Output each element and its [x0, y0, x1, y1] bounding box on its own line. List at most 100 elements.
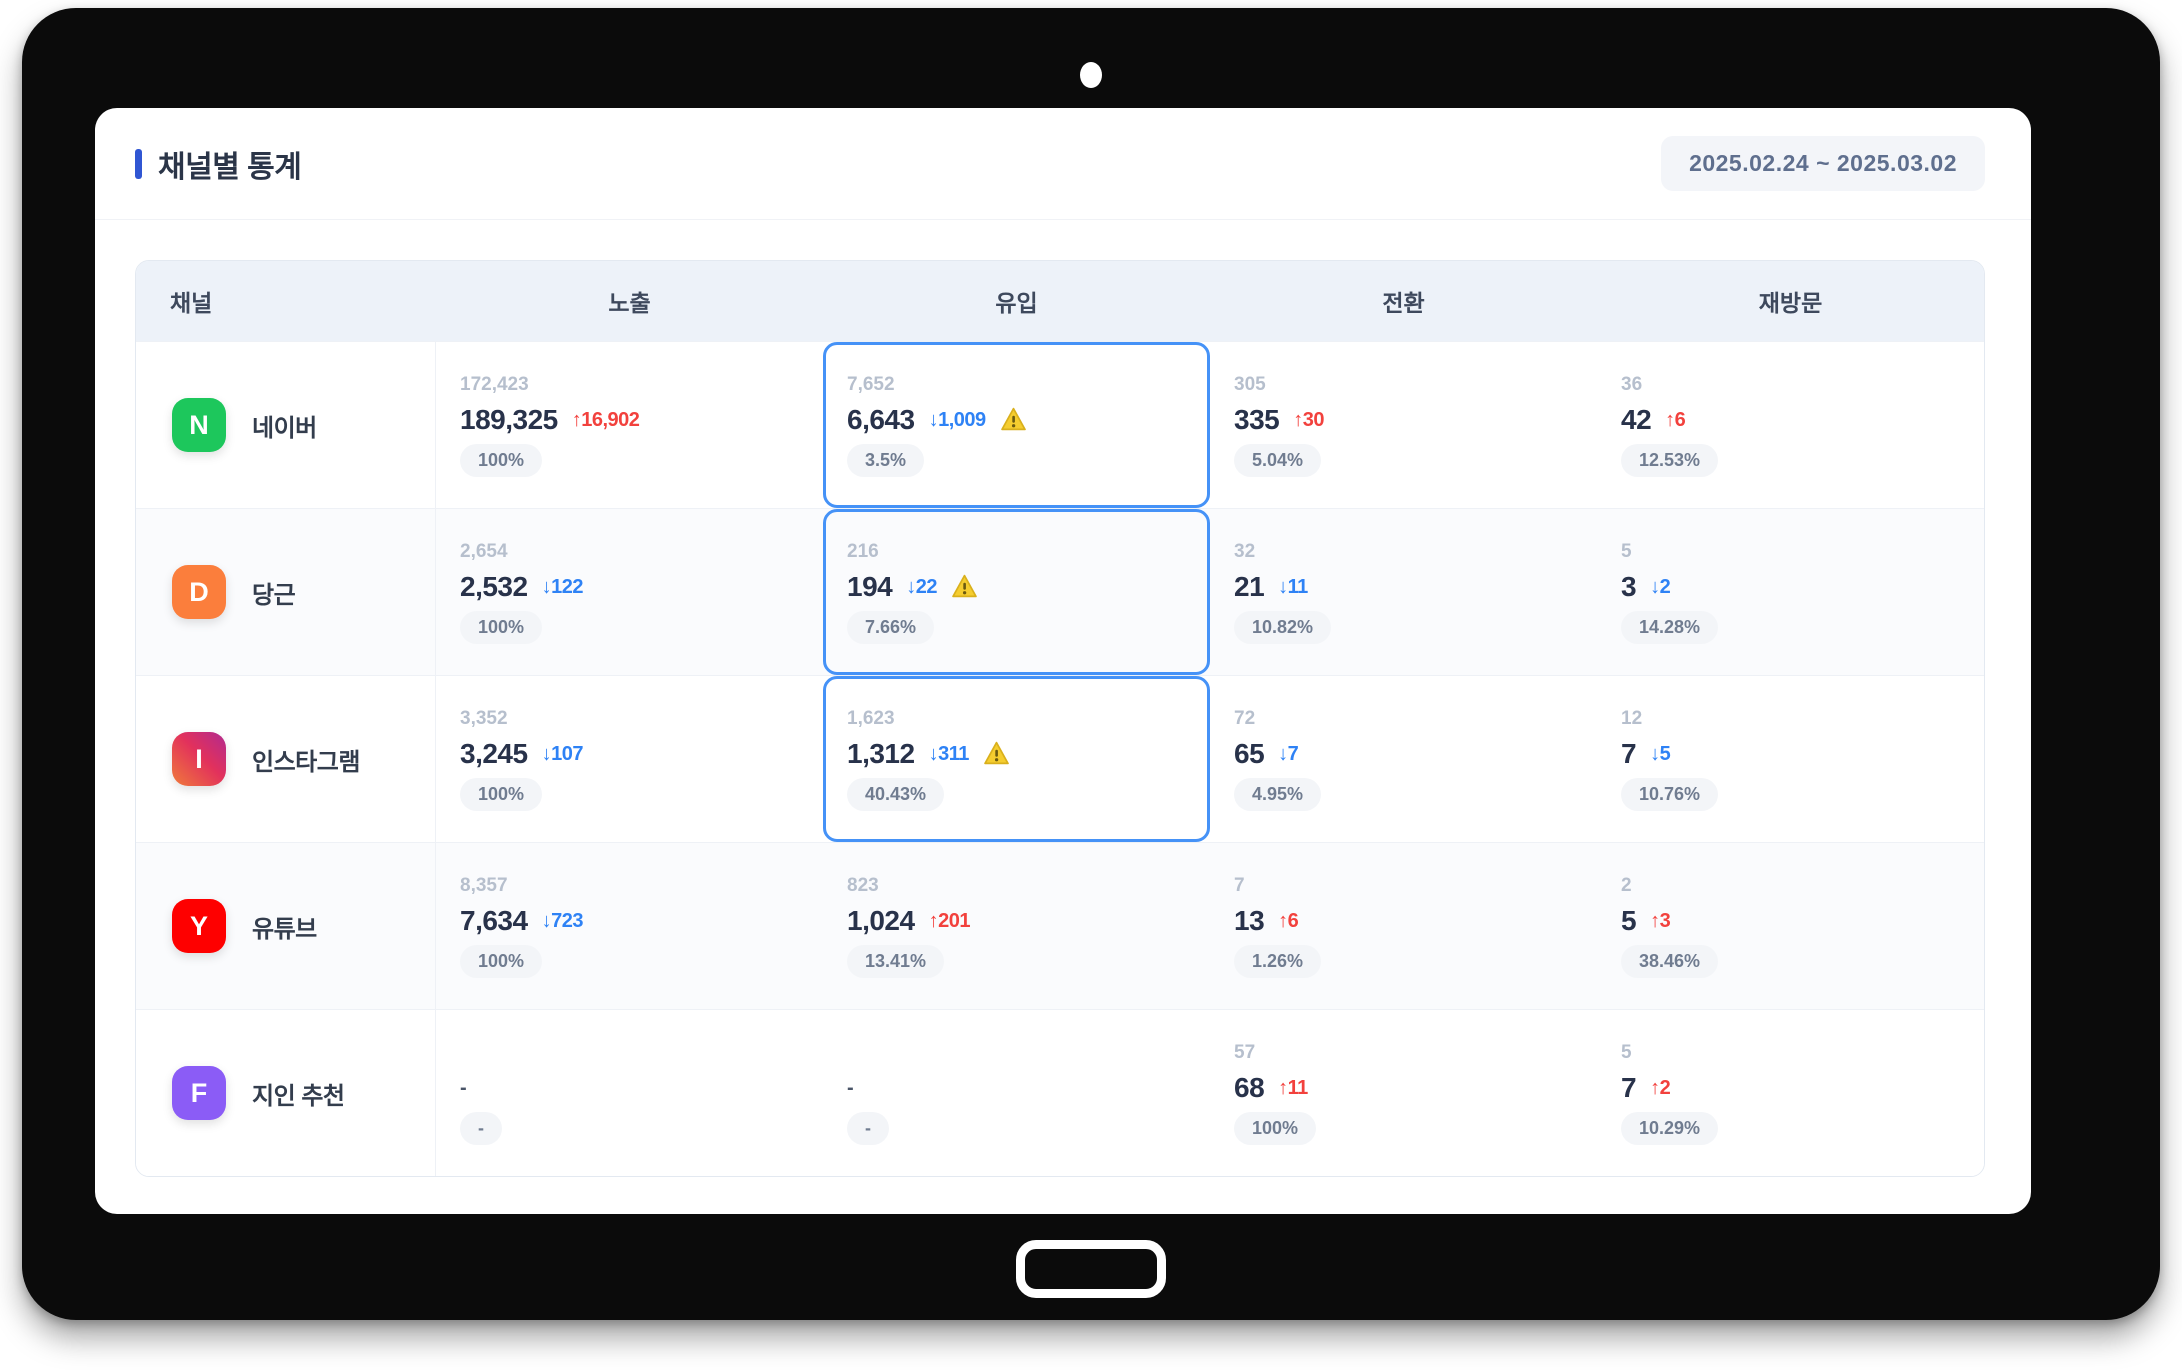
previous-value: 172,423 — [460, 373, 529, 395]
column-header-revisit: 재방문 — [1758, 290, 1823, 316]
previous-value: 7 — [1234, 874, 1245, 896]
current-value-line: 1,312 ↓311 — [847, 738, 1210, 771]
previous-value — [460, 1042, 823, 1065]
stat-cell: 5 3 ↓2 14.28% — [1597, 509, 1984, 675]
current-value-line: - — [460, 1072, 823, 1105]
rate-badge: 38.46% — [1621, 944, 1719, 978]
rate-badge: - — [460, 1111, 502, 1145]
column-header-inflow: 유입 — [995, 290, 1038, 316]
rate-badge: 10.82% — [1234, 610, 1332, 644]
previous-value: 3,352 — [460, 707, 508, 729]
current-value-line: - — [847, 1072, 1210, 1105]
table-row: F 지인 추천 - - - - 57 — [136, 1009, 1984, 1176]
stat-cell: 8,357 7,634 ↓723 100% — [436, 843, 823, 1009]
previous-value: 12 — [1621, 707, 1643, 729]
stat-cell: 72 65 ↓7 4.95% — [1210, 676, 1597, 842]
table-row: N 네이버 172,423 189,325 ↑16,902 100% 7,652… — [136, 341, 1984, 508]
previous-value: 72 — [1234, 707, 1256, 729]
current-value: - — [847, 1076, 854, 1099]
current-value: 21 — [1234, 571, 1265, 602]
change-indicator: ↓122 — [541, 575, 584, 598]
stat-cell: 305 335 ↑30 5.04% — [1210, 342, 1597, 508]
warning-icon — [984, 741, 1009, 765]
column-header-channel: 채널 — [170, 290, 213, 316]
previous-value: 36 — [1621, 373, 1643, 395]
current-value: 68 — [1234, 1072, 1265, 1103]
stat-cell: - - — [436, 1010, 823, 1176]
current-value: 194 — [847, 571, 893, 602]
rate-badge: 7.66% — [847, 610, 935, 644]
stat-cell-selected[interactable]: 7,652 6,643 ↓1,009 3.5% — [823, 342, 1210, 508]
rate-badge: - — [847, 1111, 889, 1145]
current-value-line: 7 ↑2 — [1621, 1072, 1984, 1105]
current-value: 2,532 — [460, 571, 528, 602]
change-indicator: ↓311 — [928, 742, 970, 765]
change-indicator: ↓22 — [906, 575, 937, 598]
rate-badge: 100% — [460, 777, 543, 811]
current-value-line: 189,325 ↑16,902 — [460, 404, 823, 437]
change-indicator: ↓11 — [1278, 575, 1308, 598]
change-indicator: ↑16,902 — [571, 408, 640, 431]
channel-icon: I — [172, 732, 226, 786]
rate-badge: 10.29% — [1621, 1111, 1719, 1145]
channel-name: 당근 — [252, 581, 296, 609]
previous-value: 57 — [1234, 1041, 1256, 1063]
current-value: 65 — [1234, 738, 1265, 769]
stat-cell: 57 68 ↑11 100% — [1210, 1010, 1597, 1176]
current-value-line: 2,532 ↓122 — [460, 571, 823, 604]
channel-name: 유튜브 — [252, 915, 317, 943]
current-value-line: 194 ↓22 — [847, 571, 1210, 604]
change-indicator: ↓1,009 — [928, 408, 987, 431]
rate-badge: 100% — [460, 944, 543, 978]
stat-cell: 823 1,024 ↑201 13.41% — [823, 843, 1210, 1009]
current-value: 5 — [1621, 905, 1637, 936]
change-indicator: ↑11 — [1278, 1076, 1308, 1099]
channel-cell: F 지인 추천 — [136, 1010, 436, 1176]
current-value-line: 13 ↑6 — [1234, 905, 1597, 938]
rate-badge: 100% — [460, 610, 543, 644]
current-value: 335 — [1234, 404, 1280, 435]
channel-cell: I 인스타그램 — [136, 676, 436, 842]
rate-badge: 40.43% — [847, 777, 945, 811]
current-value: 1,312 — [847, 738, 915, 769]
stat-cell: 12 7 ↓5 10.76% — [1597, 676, 1984, 842]
previous-value: 2,654 — [460, 540, 508, 562]
stat-cell-selected[interactable]: 216 194 ↓22 7.66% — [823, 509, 1210, 675]
table-body: N 네이버 172,423 189,325 ↑16,902 100% 7,652… — [136, 341, 1984, 1176]
current-value-line: 335 ↑30 — [1234, 404, 1597, 437]
channel-cell: D 당근 — [136, 509, 436, 675]
section-header: 채널별 통계 2025.02.24 ~ 2025.03.02 — [95, 108, 2031, 220]
stat-cell: 172,423 189,325 ↑16,902 100% — [436, 342, 823, 508]
previous-value: 5 — [1621, 1041, 1632, 1063]
previous-value — [847, 1042, 1210, 1065]
table-row: D 당근 2,654 2,532 ↓122 100% 216 194 ↓22 7… — [136, 508, 1984, 675]
current-value: 6,643 — [847, 404, 915, 435]
current-value: 7 — [1621, 738, 1637, 769]
change-indicator: ↓107 — [541, 742, 584, 765]
current-value: 3 — [1621, 571, 1637, 602]
current-value: 7,634 — [460, 905, 528, 936]
warning-icon — [952, 574, 977, 598]
rate-badge: 12.53% — [1621, 443, 1719, 477]
channel-name: 지인 추천 — [252, 1082, 345, 1110]
current-value-line: 6,643 ↓1,009 — [847, 404, 1210, 437]
current-value-line: 3,245 ↓107 — [460, 738, 823, 771]
channel-cell: Y 유튜브 — [136, 843, 436, 1009]
current-value-line: 3 ↓2 — [1621, 571, 1984, 604]
current-value: 7 — [1621, 1072, 1637, 1103]
stat-cell: 3,352 3,245 ↓107 100% — [436, 676, 823, 842]
title-accent-bar — [135, 148, 142, 179]
current-value-line: 5 ↑3 — [1621, 905, 1984, 938]
rate-badge: 10.76% — [1621, 777, 1719, 811]
channel-icon: D — [172, 565, 226, 619]
home-button[interactable] — [1016, 1240, 1166, 1298]
date-range-button[interactable]: 2025.02.24 ~ 2025.03.02 — [1661, 136, 1985, 191]
current-value: 1,024 — [847, 905, 915, 936]
page-title: 채널별 통계 — [158, 150, 302, 184]
channel-icon: Y — [172, 899, 226, 953]
stat-cell-selected[interactable]: 1,623 1,312 ↓311 40.43% — [823, 676, 1210, 842]
channel-icon: N — [172, 398, 226, 452]
current-value-line: 7 ↓5 — [1621, 738, 1984, 771]
table-row: I 인스타그램 3,352 3,245 ↓107 100% 1,623 1,31… — [136, 675, 1984, 842]
channel-name: 네이버 — [252, 414, 317, 442]
